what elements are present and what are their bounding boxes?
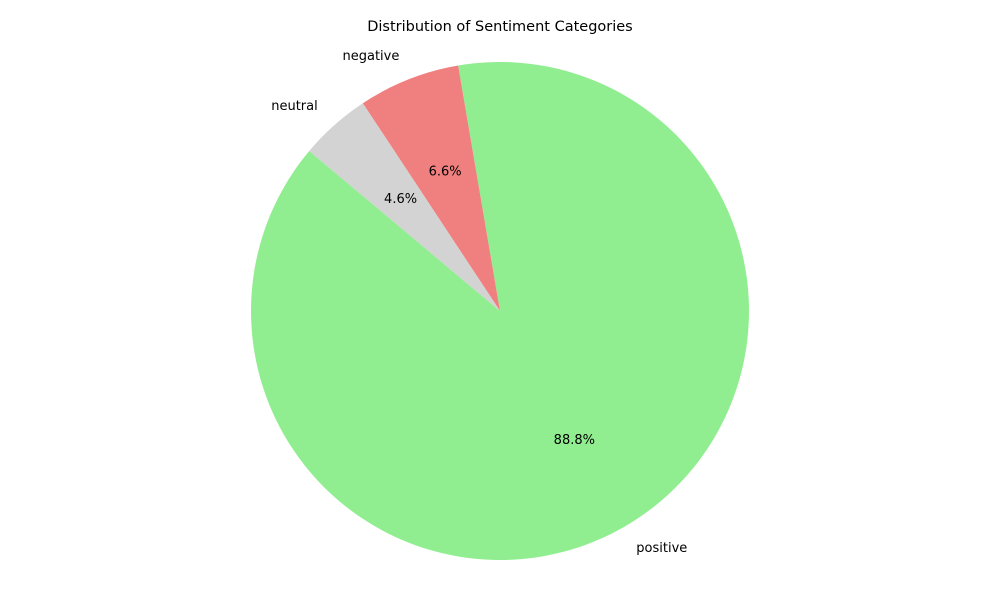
- slice-label-positive: positive: [636, 541, 687, 556]
- chart-title: Distribution of Sentiment Categories: [367, 19, 633, 35]
- pie-slice-positive: [250, 61, 749, 561]
- slice-pct-positive: 88.8%: [554, 433, 595, 448]
- pie-labels: positive 88.8% negative 6.6% neutral 4.6%: [271, 49, 687, 556]
- slice-label-negative: negative: [342, 49, 399, 64]
- slice-pct-negative: 6.6%: [429, 165, 462, 180]
- slice-pct-neutral: 4.6%: [384, 192, 417, 207]
- slice-label-neutral: neutral: [271, 99, 318, 114]
- pie-slice-negative: [362, 65, 500, 312]
- pie-slice-neutral: [309, 103, 500, 311]
- pie-slices: [250, 61, 749, 561]
